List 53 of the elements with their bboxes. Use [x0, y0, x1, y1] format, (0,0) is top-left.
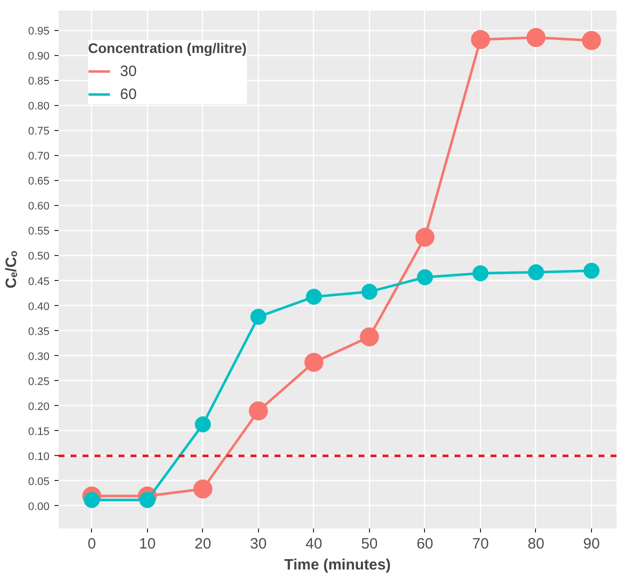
- x-tick-label: 80: [528, 536, 544, 552]
- point: [84, 492, 100, 508]
- x-tick-label: 20: [194, 536, 212, 552]
- y-tick-label: 0.35: [28, 326, 50, 338]
- y-tick-label: 0.80: [28, 100, 50, 113]
- point: [304, 352, 324, 372]
- legend-title: Concentration (mg/litre): [88, 40, 247, 56]
- point: [526, 28, 546, 48]
- x-tick-label: 50: [361, 536, 378, 552]
- y-tick-label: 0.15: [28, 426, 50, 438]
- x-tick-label: 60: [416, 536, 434, 552]
- x-tick-label: 0: [88, 536, 96, 552]
- point: [250, 308, 266, 325]
- x-tick-label: 40: [306, 536, 322, 552]
- point: [582, 31, 602, 50]
- y-tick-label: 0.60: [28, 200, 50, 213]
- y-tick-label: 0.65: [28, 176, 50, 188]
- y-tick-label: 0.30: [28, 350, 50, 363]
- y-axis-title: Cₑ/Cₒ: [3, 250, 20, 288]
- point: [416, 269, 433, 286]
- point: [528, 264, 544, 280]
- y-tick-label: 0.40: [28, 300, 50, 313]
- y-tick-label: 0.00: [28, 500, 50, 513]
- y-tick-label: 0.50: [28, 250, 50, 263]
- y-tick-label: 0.90: [28, 50, 50, 63]
- x-tick-label: 90: [583, 536, 600, 552]
- point: [472, 265, 488, 282]
- point: [584, 262, 600, 279]
- x-tick-label: 30: [250, 536, 267, 552]
- point: [470, 30, 490, 50]
- point: [248, 401, 268, 420]
- y-tick-label: 0.55: [28, 226, 50, 238]
- point: [306, 288, 322, 305]
- point: [360, 327, 379, 346]
- point: [193, 479, 212, 498]
- y-tick-label: 0.85: [28, 76, 50, 88]
- y-tick-label: 0.45: [28, 276, 50, 288]
- legend-label: 30: [120, 62, 138, 80]
- x-tick-label: 70: [472, 536, 489, 552]
- point: [415, 228, 434, 247]
- y-tick-label: 0.95: [28, 26, 50, 38]
- point: [194, 416, 211, 432]
- legend-label: 60: [120, 86, 138, 102]
- y-tick-label: 0.05: [28, 476, 50, 488]
- y-tick-label: 0.75: [28, 126, 50, 138]
- y-tick-label: 0.25: [28, 376, 50, 388]
- point: [361, 284, 378, 300]
- y-tick-label: 0.20: [28, 400, 50, 413]
- x-axis-title: Time (minutes): [284, 556, 391, 574]
- point: [139, 492, 156, 508]
- y-tick-label: 0.10: [28, 450, 50, 463]
- x-tick-label: 10: [138, 536, 156, 552]
- y-tick-label: 0.70: [28, 150, 50, 163]
